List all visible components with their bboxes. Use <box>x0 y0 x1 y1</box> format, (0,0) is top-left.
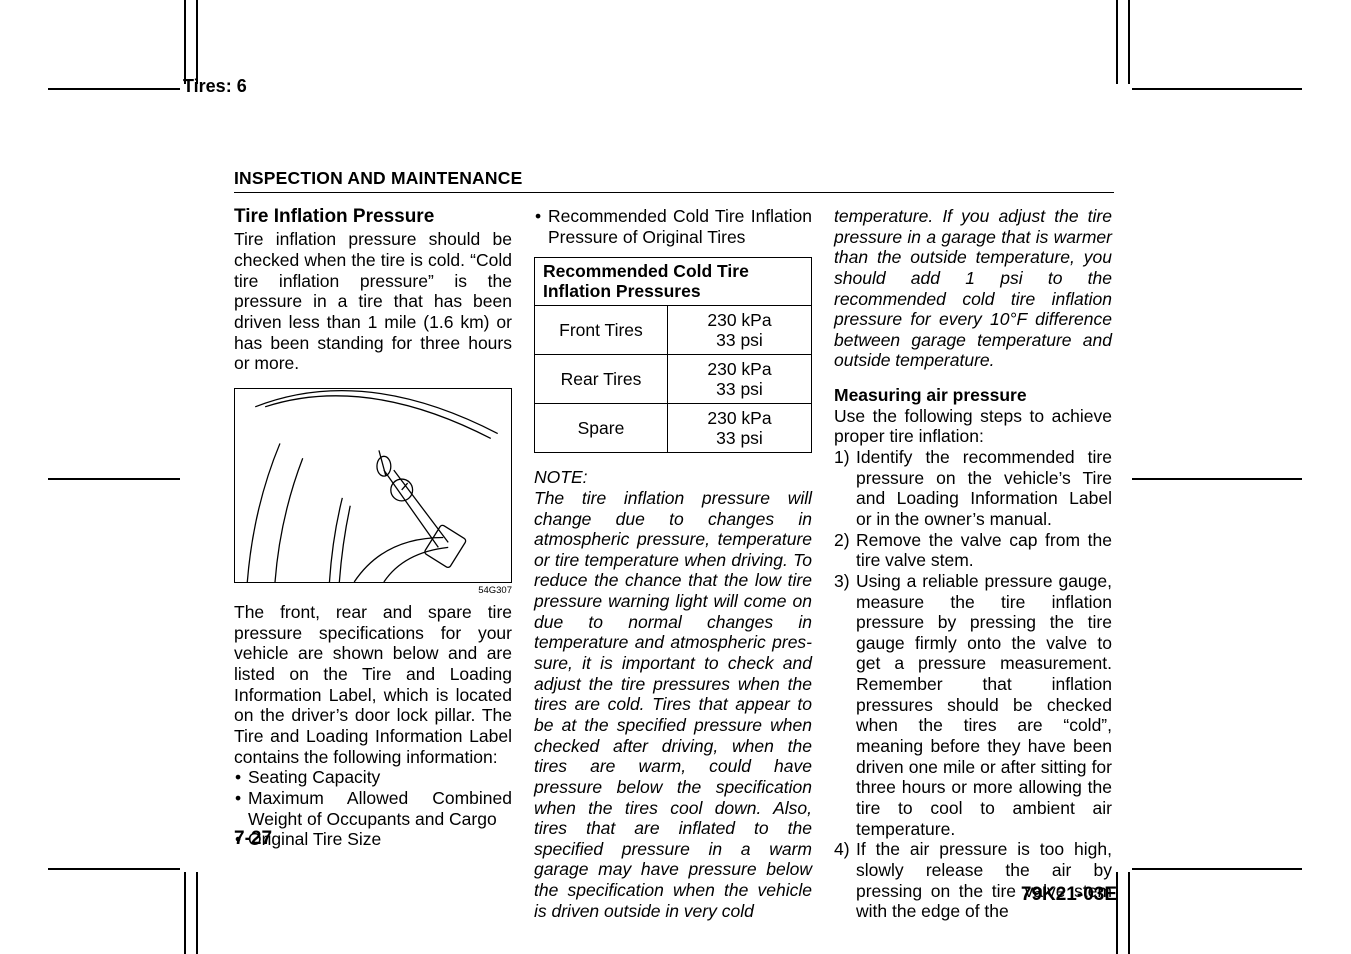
table-header: Recommended Cold Tire Inflation Pressure… <box>535 258 812 305</box>
manual-page: Tires: 6 INSPECTION AND MAINTENANCE Tire… <box>0 0 1351 954</box>
intro-paragraph: Tire inflation pressure should be checke… <box>234 229 512 373</box>
heading-tire-inflation: Tire Inflation Pressure <box>234 206 512 228</box>
crop-mark <box>196 872 198 954</box>
list-item: Original Tire Size <box>234 829 512 850</box>
table-cell-label: Front Tires <box>535 305 668 354</box>
note-label: NOTE: <box>534 467 812 488</box>
crop-mark <box>184 872 186 954</box>
table-row: Front Tires 230 kPa33 psi <box>535 305 812 354</box>
table-cell-label: Rear Tires <box>535 354 668 403</box>
crop-mark <box>48 868 180 870</box>
note-continued: temperature. If you adjust the tire pres… <box>834 206 1112 371</box>
measuring-steps: Identify the recommended tire pres­sure … <box>834 447 1112 922</box>
tire-gauge-illustration <box>235 389 511 582</box>
crop-mark <box>48 478 180 480</box>
table-cell-value: 230 kPa33 psi <box>667 354 811 403</box>
after-figure-paragraph: The front, rear and spare tire pressure … <box>234 602 512 767</box>
table-cell-label: Spare <box>535 404 668 453</box>
page-number-left: 7-27 <box>234 828 272 850</box>
continued-bullets: Recommended Cold Tire Inflation Pressure… <box>534 206 812 247</box>
note-body: The tire inflation pressure will change … <box>534 488 812 921</box>
page-content: INSPECTION AND MAINTENANCE Tire Inflatio… <box>234 168 1114 922</box>
list-item: If the air pressure is too high, slowly … <box>834 839 1112 922</box>
crop-mark <box>48 88 180 90</box>
crop-mark <box>1132 868 1302 870</box>
list-item: Identify the recommended tire pres­sure … <box>834 447 1112 530</box>
table-cell-value: 230 kPa33 psi <box>667 305 811 354</box>
column-1: Tire Inflation Pressure Tire inflation p… <box>234 206 512 922</box>
list-item: Maximum Allowed Combined Weight of Occup… <box>234 788 512 829</box>
table-row: Rear Tires 230 kPa33 psi <box>535 354 812 403</box>
label-contents-list: Seating Capacity Maximum Allowed Combine… <box>234 767 512 850</box>
crop-mark <box>1128 872 1130 954</box>
figure-id: 54G307 <box>234 585 512 596</box>
section-title: INSPECTION AND MAINTENANCE <box>234 168 1114 189</box>
heading-measuring: Measuring air pressure <box>834 385 1112 406</box>
list-item: Using a reliable pressure gauge, measure… <box>834 571 1112 839</box>
list-item: Recommended Cold Tire Inflation Pressure… <box>534 206 812 247</box>
column-2: Recommended Cold Tire Inflation Pressure… <box>534 206 812 922</box>
table-cell-value: 230 kPa33 psi <box>667 404 811 453</box>
column-3: temperature. If you adjust the tire pres… <box>834 206 1112 922</box>
crop-mark <box>1132 88 1302 90</box>
table-row: Spare 230 kPa33 psi <box>535 404 812 453</box>
header-tab: Tires: 6 <box>181 72 253 99</box>
measuring-intro: Use the following steps to achieve prope… <box>834 406 1112 447</box>
crop-mark <box>1132 478 1302 480</box>
crop-mark <box>1128 0 1130 84</box>
list-item: Seating Capacity <box>234 767 512 788</box>
list-item: Remove the valve cap from the tire valve… <box>834 530 1112 571</box>
tire-figure <box>234 388 512 583</box>
crop-mark <box>1116 0 1118 84</box>
page-number-right: 79K21-03E <box>1021 884 1117 906</box>
pressure-table: Recommended Cold Tire Inflation Pressure… <box>534 257 812 453</box>
